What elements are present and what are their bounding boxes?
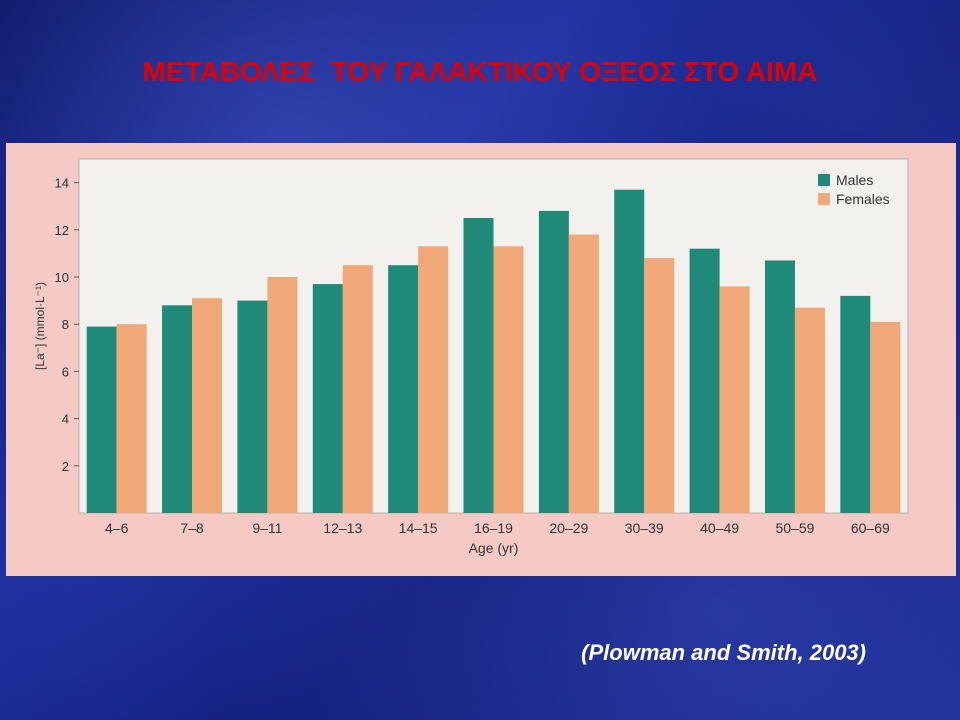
bar-males bbox=[538, 210, 569, 514]
legend-label-females: Females bbox=[836, 191, 890, 207]
x-tick-label: 9–11 bbox=[252, 520, 282, 536]
x-tick-label: 4–6 bbox=[105, 520, 129, 536]
legend-label-males: Males bbox=[836, 172, 873, 188]
chart-figure: 2 4 6 8 10 12 14 [La⁻] (mmol·L⁻¹) 4–6 7–8 9–11 12–1… bbox=[6, 143, 956, 576]
bar-chart: 2 4 6 8 10 12 14 [La⁻] (mmol·L⁻¹) 4–6 7–8 9–11 12–1… bbox=[33, 158, 909, 556]
x-tick-label: 7–8 bbox=[180, 520, 204, 536]
bar-males bbox=[162, 305, 193, 513]
bar-females bbox=[116, 324, 147, 513]
x-axis-label: Age (yr) bbox=[469, 540, 519, 556]
x-tick-label: 50–59 bbox=[775, 520, 814, 536]
y-tick-label: 6 bbox=[62, 364, 69, 379]
bar-females bbox=[418, 246, 449, 513]
bar-females bbox=[267, 277, 298, 513]
bar-females bbox=[342, 265, 373, 513]
bar-females bbox=[493, 246, 524, 513]
bar-males bbox=[312, 284, 343, 513]
bar-males bbox=[764, 260, 795, 513]
x-tick-label: 40–49 bbox=[700, 520, 739, 536]
x-tick-label: 14–15 bbox=[399, 520, 438, 536]
x-tick-label: 60–69 bbox=[851, 520, 890, 536]
bar-females bbox=[644, 258, 675, 513]
y-axis-label: [La⁻] (mmol·L⁻¹) bbox=[33, 282, 47, 370]
y-tick-label: 10 bbox=[55, 270, 69, 285]
bar-males bbox=[237, 300, 268, 513]
bar-males bbox=[86, 326, 117, 513]
y-tick-label: 4 bbox=[62, 412, 69, 427]
x-tick-label: 30–39 bbox=[625, 520, 664, 536]
citation: (Plowman and Smith, 2003) bbox=[581, 640, 866, 665]
y-tick-label: 14 bbox=[55, 176, 69, 191]
slide-title: ΜΕΤΑΒΟΛΕΣ ΤΟΥ ΓΑΛΑΚΤΙΚΟΥ ΟΞΕΟΣ ΣΤΟ ΑΙΜΑ bbox=[142, 56, 818, 87]
legend-swatch-males bbox=[818, 174, 830, 186]
y-tick-label: 8 bbox=[62, 317, 69, 332]
x-tick-label: 16–19 bbox=[474, 520, 513, 536]
bar-females bbox=[870, 321, 901, 513]
x-tick-label: 20–29 bbox=[549, 520, 588, 536]
bar-females bbox=[794, 307, 825, 513]
legend-swatch-females bbox=[818, 193, 830, 205]
x-tick-label: 12–13 bbox=[323, 520, 362, 536]
y-tick-label: 2 bbox=[62, 459, 69, 474]
bar-males bbox=[689, 248, 720, 513]
bar-males bbox=[840, 295, 871, 513]
y-tick-label: 12 bbox=[55, 223, 69, 238]
bar-females bbox=[719, 286, 750, 513]
bar-males bbox=[388, 265, 419, 513]
bar-females bbox=[568, 234, 599, 513]
bar-males bbox=[463, 218, 494, 513]
bar-females bbox=[192, 298, 223, 513]
bar-males bbox=[614, 189, 645, 513]
